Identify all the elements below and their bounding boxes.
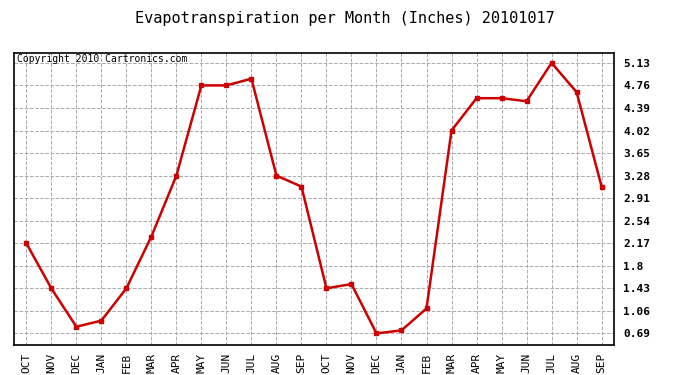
Text: Evapotranspiration per Month (Inches) 20101017: Evapotranspiration per Month (Inches) 20… xyxy=(135,11,555,26)
Text: Copyright 2010 Cartronics.com: Copyright 2010 Cartronics.com xyxy=(17,54,187,64)
